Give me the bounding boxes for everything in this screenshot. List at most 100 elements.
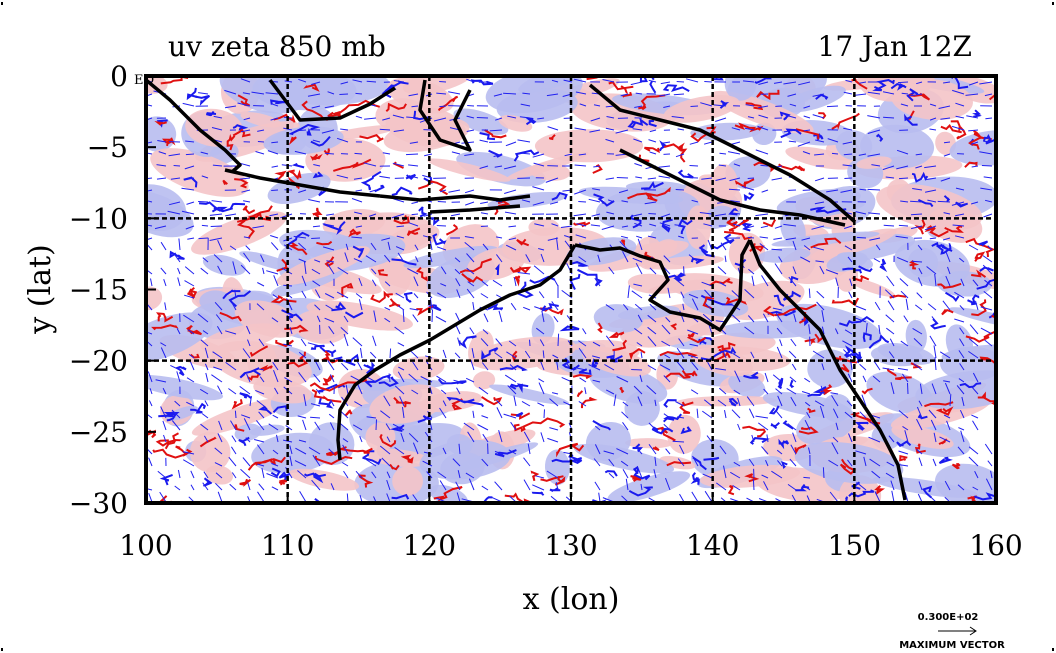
wind-vector	[186, 401, 195, 407]
wind-vector	[702, 313, 713, 323]
wind-vector	[329, 422, 335, 431]
wind-vector	[457, 470, 461, 479]
wind-vector	[284, 80, 293, 83]
positive-contour	[979, 356, 996, 366]
wind-vector	[786, 387, 797, 395]
wind-vector	[409, 141, 419, 144]
wind-vector	[395, 246, 405, 251]
negative-contour	[604, 470, 618, 477]
wind-vector	[970, 201, 979, 205]
wind-vector	[216, 326, 223, 335]
positive-contour	[580, 396, 598, 409]
wind-vector	[845, 79, 853, 83]
wind-vector	[300, 338, 307, 347]
wind-vector	[584, 387, 587, 395]
wind-vector	[787, 93, 797, 97]
wind-vector	[575, 91, 587, 95]
wind-vector	[701, 281, 713, 287]
wind-vector	[885, 176, 895, 179]
wind-vector	[467, 281, 475, 287]
wind-vector	[480, 212, 489, 215]
wind-vector	[885, 327, 895, 335]
positive-contour	[389, 463, 400, 471]
positive-contour	[744, 473, 760, 483]
wind-vector	[337, 266, 349, 275]
positive-contour	[406, 227, 421, 237]
wind-vector	[803, 476, 811, 479]
positive-contour	[310, 153, 323, 161]
wind-vector	[757, 125, 769, 131]
negative-contour	[291, 163, 305, 169]
wind-vector	[764, 372, 769, 383]
wind-vector	[495, 117, 503, 121]
wind-vector	[761, 474, 769, 479]
wind-vector	[159, 491, 167, 503]
wind-vector	[267, 150, 279, 155]
wind-vector	[613, 394, 617, 407]
wind-vector	[184, 165, 195, 170]
wind-vector	[902, 425, 909, 431]
negative-contour	[710, 233, 735, 250]
positive-contour	[586, 76, 598, 81]
wind-vector	[972, 279, 979, 287]
wind-vector	[952, 89, 965, 95]
wind-vector	[742, 225, 755, 230]
wind-vector	[647, 235, 657, 239]
wind-vector	[983, 176, 993, 179]
wind-vector	[980, 187, 993, 191]
wind-vector	[916, 406, 923, 419]
wind-vector	[984, 443, 993, 455]
wind-vector	[271, 317, 279, 323]
positive-contour	[327, 111, 342, 119]
wind-vector	[494, 481, 503, 491]
wind-vector	[703, 141, 713, 145]
positive-contour	[572, 373, 593, 380]
positive-contour	[359, 134, 384, 143]
wind-vector	[352, 424, 363, 431]
wind-vector	[896, 149, 909, 155]
wind-vector	[590, 117, 601, 122]
wind-vector	[215, 314, 223, 323]
wind-vector	[601, 225, 615, 230]
wind-vector	[381, 237, 391, 241]
wind-vector	[700, 102, 713, 107]
wind-vector	[943, 141, 951, 144]
wind-vector	[675, 401, 685, 407]
wind-vector	[691, 298, 699, 311]
wind-vector	[237, 102, 251, 107]
vector-scale-arrowhead	[969, 626, 977, 636]
wind-vector	[826, 189, 839, 193]
wind-vector	[493, 305, 503, 311]
wind-vector	[370, 242, 377, 251]
negative-contour	[795, 483, 810, 492]
wind-vector	[791, 363, 797, 371]
wind-vector	[913, 363, 923, 371]
wind-vector	[592, 188, 601, 191]
wind-vector	[456, 492, 461, 503]
wind-vector	[774, 225, 783, 229]
wind-vector	[464, 236, 475, 239]
wind-vector	[464, 189, 475, 194]
wind-vector	[774, 263, 783, 275]
wind-vector	[608, 266, 615, 275]
positive-vorticity-area	[498, 115, 533, 132]
wind-vector	[408, 93, 419, 97]
wind-vector	[270, 117, 279, 121]
wind-vector	[762, 313, 769, 323]
wind-vector	[340, 128, 349, 131]
positive-contour	[924, 225, 949, 238]
positive-contour	[530, 470, 540, 482]
positive-contour	[659, 350, 698, 359]
equator-label: EQ	[134, 73, 154, 88]
positive-contour	[627, 192, 650, 200]
wind-vector	[598, 492, 601, 503]
wind-vector	[201, 224, 209, 227]
wind-vector	[243, 252, 251, 263]
wind-vector	[336, 137, 349, 143]
wind-vector	[741, 185, 755, 191]
negative-vorticity-area	[835, 130, 873, 161]
wind-vector	[557, 333, 560, 347]
negative-contour	[890, 83, 907, 91]
wind-vector	[243, 117, 251, 121]
wind-vector	[522, 92, 531, 95]
